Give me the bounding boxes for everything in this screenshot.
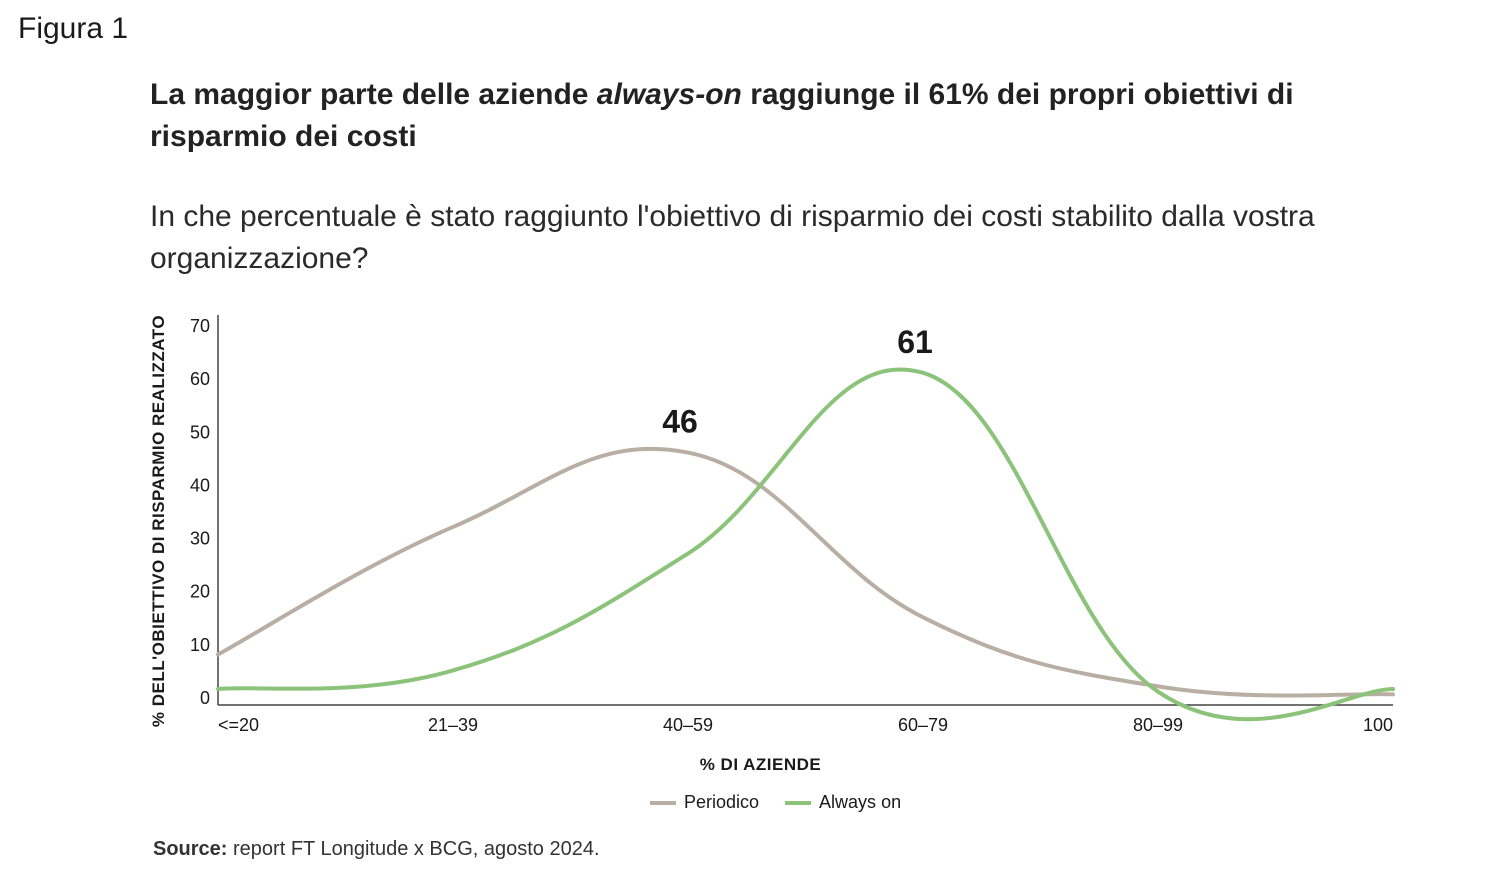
series-line-always-on: [216, 367, 1395, 722]
legend-item-always-on: Always on: [785, 792, 901, 813]
y-tick-label: 20: [190, 582, 210, 602]
chart-legend: Periodico Always on: [650, 792, 901, 813]
chart-subtitle: In che percentuale è stato raggiunto l'o…: [150, 200, 1315, 275]
y-axis-title: % DELL'OBIETTIVO DI RISPARMIO REALIZZATO: [149, 315, 168, 727]
y-tick-label: 10: [190, 635, 210, 655]
legend-item-periodico: Periodico: [650, 792, 759, 813]
legend-label-always-on: Always on: [819, 792, 902, 812]
x-tick-label: 80–99: [1133, 715, 1183, 735]
chart-title: La maggior parte delle aziende always-on…: [150, 74, 1370, 158]
title-part-1: La maggior parte delle aziende: [150, 78, 597, 111]
chart-series: [216, 367, 1395, 722]
x-tick-label: 21–39: [428, 715, 478, 735]
chart-labels: 46 61: [662, 324, 933, 440]
legend-swatch-always-on: [785, 800, 812, 805]
x-tick-label: 100: [1363, 715, 1393, 735]
x-axis-title: % DI AZIENDE: [700, 755, 822, 774]
source-text: report FT Longitude x BCG, agosto 2024.: [227, 838, 600, 860]
series-line-periodico: [216, 446, 1395, 698]
data-label: 61: [897, 324, 933, 360]
x-tick-label: 40–59: [663, 715, 713, 735]
source-label: Source:: [153, 838, 228, 860]
source-note: Source: report FT Longitude x BCG, agost…: [153, 838, 600, 861]
y-tick-label: 0: [200, 688, 210, 708]
title-italic: always-on: [596, 78, 742, 111]
chart-axes: 0 10 20 30 40 50 60 70 <=20 21–39 40–59 60–79 80–99 1…: [149, 315, 1393, 774]
line-chart: 0 10 20 30 40 50 60 70 <=20 21–39 40–59 60–79 80–99 1…: [149, 315, 1395, 774]
y-tick-label: 60: [190, 369, 210, 389]
legend-label-periodico: Periodico: [684, 792, 760, 812]
x-tick-label: <=20: [218, 715, 259, 735]
y-tick-label: 70: [190, 316, 210, 336]
figure-label: Figura 1: [18, 12, 129, 45]
data-label: 46: [662, 404, 698, 440]
y-tick-label: 30: [190, 529, 210, 549]
y-tick-label: 50: [190, 422, 210, 442]
x-tick-label: 60–79: [898, 715, 948, 735]
y-tick-label: 40: [190, 475, 210, 495]
title-part-2: raggiunge il 61% dei propri obiettivi di…: [150, 78, 1294, 153]
legend-swatch-periodico: [650, 800, 676, 805]
